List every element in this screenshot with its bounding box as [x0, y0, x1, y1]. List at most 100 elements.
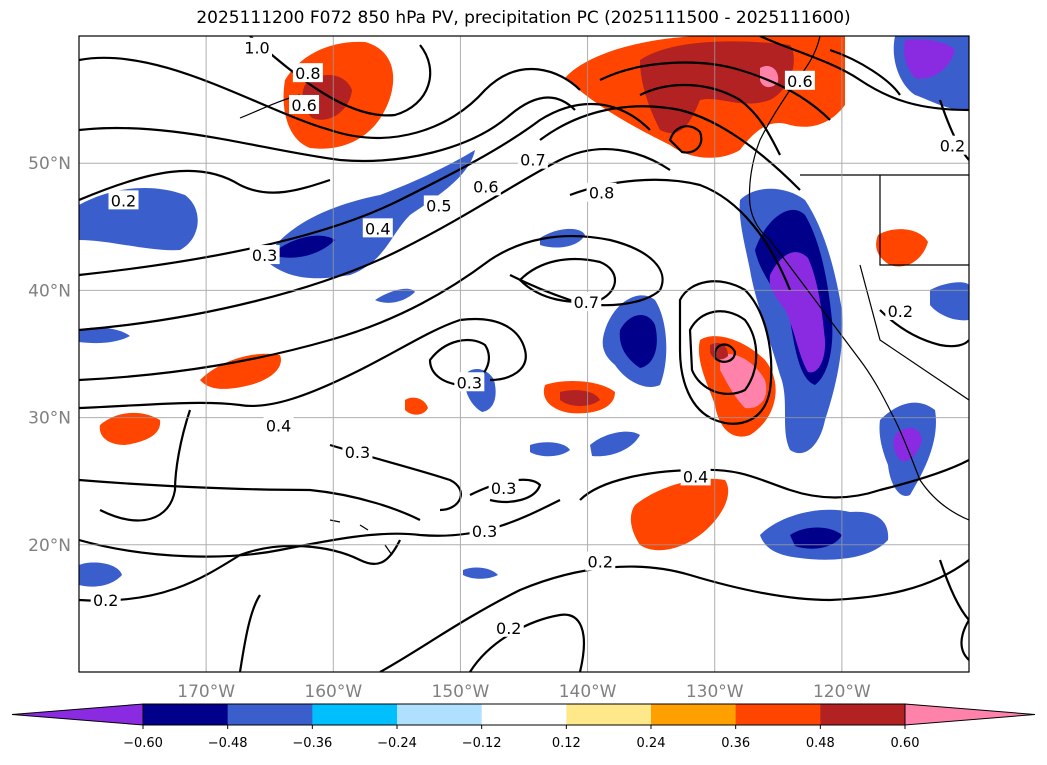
pv-contour-line — [249, 36, 432, 117]
map-frame — [78, 35, 970, 673]
pv-contour-line — [238, 594, 261, 672]
colorbar-frame — [142, 703, 906, 726]
y-tick-label: 50°N — [28, 154, 71, 174]
coastline — [239, 36, 969, 556]
negative-anomaly-area — [530, 442, 570, 457]
y-tick-label: 20°N — [28, 536, 71, 556]
pv-contour-line — [79, 478, 421, 521]
contour-label-bg — [885, 301, 916, 321]
contour-label-bg — [108, 190, 139, 210]
contour-label-text: 0.8 — [295, 64, 320, 83]
contour-label-text: 0.2 — [588, 553, 613, 572]
colorbar-tick-label: 0.12 — [552, 736, 581, 751]
x-tick-label: 140°W — [559, 682, 617, 702]
contour-label: 0.3 — [469, 521, 500, 541]
contour-label-text: 0.6 — [291, 96, 316, 115]
contour-label-bg — [292, 63, 323, 83]
colorbar-swatch — [820, 704, 906, 725]
contour-label-bg — [586, 182, 617, 202]
contour-label: 0.2 — [108, 190, 139, 210]
y-tick-label: 40°N — [28, 281, 71, 301]
colorbar-tick-label: −0.48 — [208, 736, 248, 751]
colorbar-swatch — [227, 704, 313, 725]
contour-label: 0.3 — [488, 477, 519, 498]
pv-contour-line — [713, 343, 737, 363]
contour-label: 0.2 — [585, 551, 616, 572]
contour-label-bg — [680, 466, 711, 486]
pv-contour-line — [79, 56, 581, 139]
negative-anomaly-area — [79, 562, 122, 587]
contour-label-text: 0.6 — [473, 177, 498, 196]
contour-label-bg — [585, 551, 616, 571]
contour-label: 0.7 — [571, 292, 602, 312]
contour-label-text: 0.7 — [520, 151, 545, 170]
contour-label-bg — [289, 94, 320, 114]
negative-anomaly-area — [375, 288, 415, 303]
contour-label: 0.6 — [784, 70, 815, 91]
colorbar-swatch — [143, 704, 229, 725]
pv-contour-line — [579, 459, 969, 501]
contour-label-text: 0.2 — [111, 191, 136, 210]
contour-label-bg — [571, 292, 602, 312]
contour-label-text: 0.2 — [940, 137, 965, 156]
contour-label: 0.2 — [885, 301, 916, 321]
contour-label-bg — [249, 245, 280, 265]
negative-anomaly-area — [790, 527, 842, 549]
colorbar-swatch — [312, 704, 398, 725]
colorbar-swatch — [481, 704, 567, 725]
contour-label-bg — [242, 37, 272, 57]
colorbar-tick-label: −0.60 — [123, 736, 163, 751]
contour-label-text: 0.2 — [888, 302, 913, 321]
contour-label-text: 0.3 — [345, 443, 370, 462]
contour-label-bg — [488, 477, 519, 497]
contour-label: 1.0 — [242, 37, 272, 58]
contour-labels: 1.0 0.8 0.6 0.6 0.2 0.2 0.4 0.5 0.6 0.7 0.8 0.3 0.7 0… — [90, 37, 968, 638]
hawaii — [329, 519, 393, 556]
pv-contour-line — [599, 61, 831, 121]
negative-anomaly-area — [270, 235, 335, 258]
contour-label: 0.6 — [470, 176, 501, 196]
pv-contour-line — [539, 105, 801, 191]
contour-label-text: 1.0 — [244, 39, 269, 58]
colorbar-tick-label: −0.36 — [292, 736, 332, 751]
contour-label-bg — [469, 521, 500, 541]
pv-contour-line — [829, 48, 901, 96]
colorbar-tick-label: 0.24 — [637, 736, 666, 751]
colorbar-swatch — [735, 704, 821, 725]
contour-label: 0.3 — [454, 372, 485, 392]
x-axis-ticks: 170°W 160°W 150°W 140°W 130°W 120°W — [177, 682, 871, 702]
positive-anomaly-area — [630, 478, 729, 551]
coastline-na — [748, 36, 969, 521]
contour-label: 0.2 — [493, 617, 524, 638]
pv-contour-line — [678, 280, 773, 425]
contour-label-bg — [937, 135, 968, 155]
contour-label: 0.3 — [249, 245, 280, 265]
contour-label: 0.4 — [263, 415, 294, 436]
pv-contour-line — [639, 83, 781, 156]
colorbar-swatch — [651, 704, 737, 725]
x-tick-label: 120°W — [813, 682, 871, 702]
x-tick-label: 150°W — [432, 682, 490, 702]
x-tick-label: 170°W — [177, 682, 235, 702]
contour-label-text: 0.3 — [252, 246, 277, 265]
pv-contour-line — [79, 102, 651, 277]
contour-label-bg — [454, 372, 485, 392]
positive-anomaly-area — [200, 353, 281, 389]
contour-label: 0.6 — [289, 94, 320, 115]
negative-anomaly-area — [619, 314, 657, 368]
contour-label-text: 0.3 — [472, 522, 497, 541]
colorbar-extend-high — [904, 703, 1036, 726]
contour-label-text: 0.4 — [266, 417, 291, 436]
colorbar: −0.60 −0.48 −0.36 −0.24 −0.12 0.12 0.24 0.36 0.4… — [11, 703, 1036, 751]
colorbar-swatch — [566, 704, 652, 725]
pv-contour-line — [79, 169, 331, 202]
colorbar-swatch — [397, 704, 483, 725]
y-axis-ticks: 20°N 30°N 40°N 50°N — [28, 154, 71, 556]
pv-contour-line — [428, 338, 491, 387]
contour-label: 0.2 — [90, 589, 121, 610]
negative-anomaly-area — [930, 282, 969, 321]
contour-label: 0.8 — [292, 63, 323, 83]
state-border — [879, 175, 969, 266]
contour-label-bg — [423, 195, 454, 215]
